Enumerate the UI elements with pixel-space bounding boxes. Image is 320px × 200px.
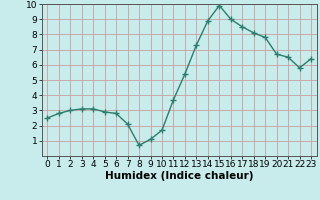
X-axis label: Humidex (Indice chaleur): Humidex (Indice chaleur) — [105, 171, 253, 181]
